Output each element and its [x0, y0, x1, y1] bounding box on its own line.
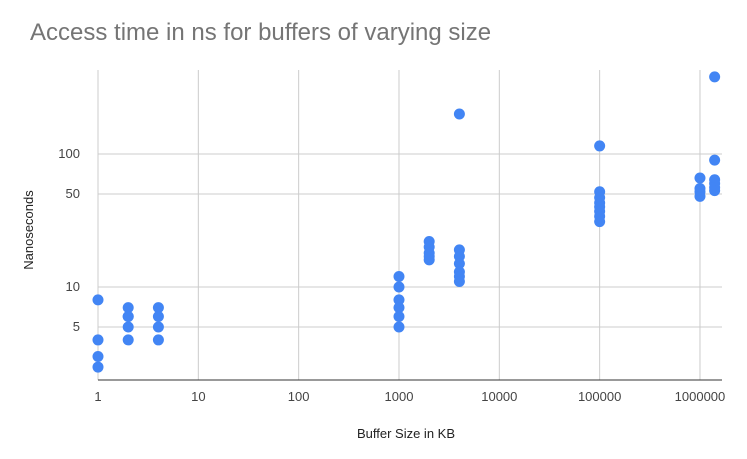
- y-tick-label: 5: [73, 319, 80, 334]
- x-tick-label: 100000: [578, 389, 621, 404]
- x-tick-label: 1000000: [675, 389, 726, 404]
- data-point: [594, 140, 606, 152]
- data-point: [423, 254, 435, 266]
- data-point: [152, 302, 164, 314]
- data-point: [393, 311, 405, 323]
- x-tick-label: 1000: [385, 389, 414, 404]
- x-axis-ticks: 1 10 100 1000 10000 100000 1000000: [94, 389, 725, 404]
- x-tick-label: 1: [94, 389, 101, 404]
- data-point: [453, 275, 465, 287]
- y-tick-label: 50: [66, 186, 80, 201]
- data-point: [92, 351, 104, 363]
- data-point: [122, 321, 134, 333]
- data-points: [92, 71, 721, 373]
- x-tick-label: 100: [288, 389, 310, 404]
- data-point: [709, 154, 721, 166]
- data-point: [393, 281, 405, 293]
- data-point: [152, 311, 164, 323]
- data-point: [453, 108, 465, 120]
- data-point: [709, 71, 721, 83]
- data-point: [453, 258, 465, 270]
- grid-lines: [97, 70, 722, 381]
- y-tick-label: 10: [66, 279, 80, 294]
- data-point: [594, 216, 606, 228]
- data-point: [393, 270, 405, 282]
- x-axis-title: Buffer Size in KB: [357, 426, 455, 441]
- x-tick-label: 10000: [481, 389, 517, 404]
- data-point: [122, 334, 134, 346]
- data-point: [152, 334, 164, 346]
- x-tick-label: 10: [191, 389, 205, 404]
- data-point: [92, 361, 104, 373]
- chart-title: Access time in ns for buffers of varying…: [30, 19, 492, 46]
- data-point: [393, 294, 405, 306]
- y-axis-ticks: 5 10 50 100: [58, 146, 80, 334]
- data-point: [122, 311, 134, 323]
- data-point: [694, 190, 706, 202]
- data-point: [152, 321, 164, 333]
- data-point: [709, 185, 721, 197]
- data-point: [694, 172, 706, 184]
- data-point: [92, 294, 104, 306]
- data-point: [393, 321, 405, 333]
- data-point: [393, 302, 405, 314]
- data-point: [92, 334, 104, 346]
- y-tick-label: 100: [58, 146, 80, 161]
- y-axis-title: Nanoseconds: [21, 190, 36, 270]
- data-point: [122, 302, 134, 314]
